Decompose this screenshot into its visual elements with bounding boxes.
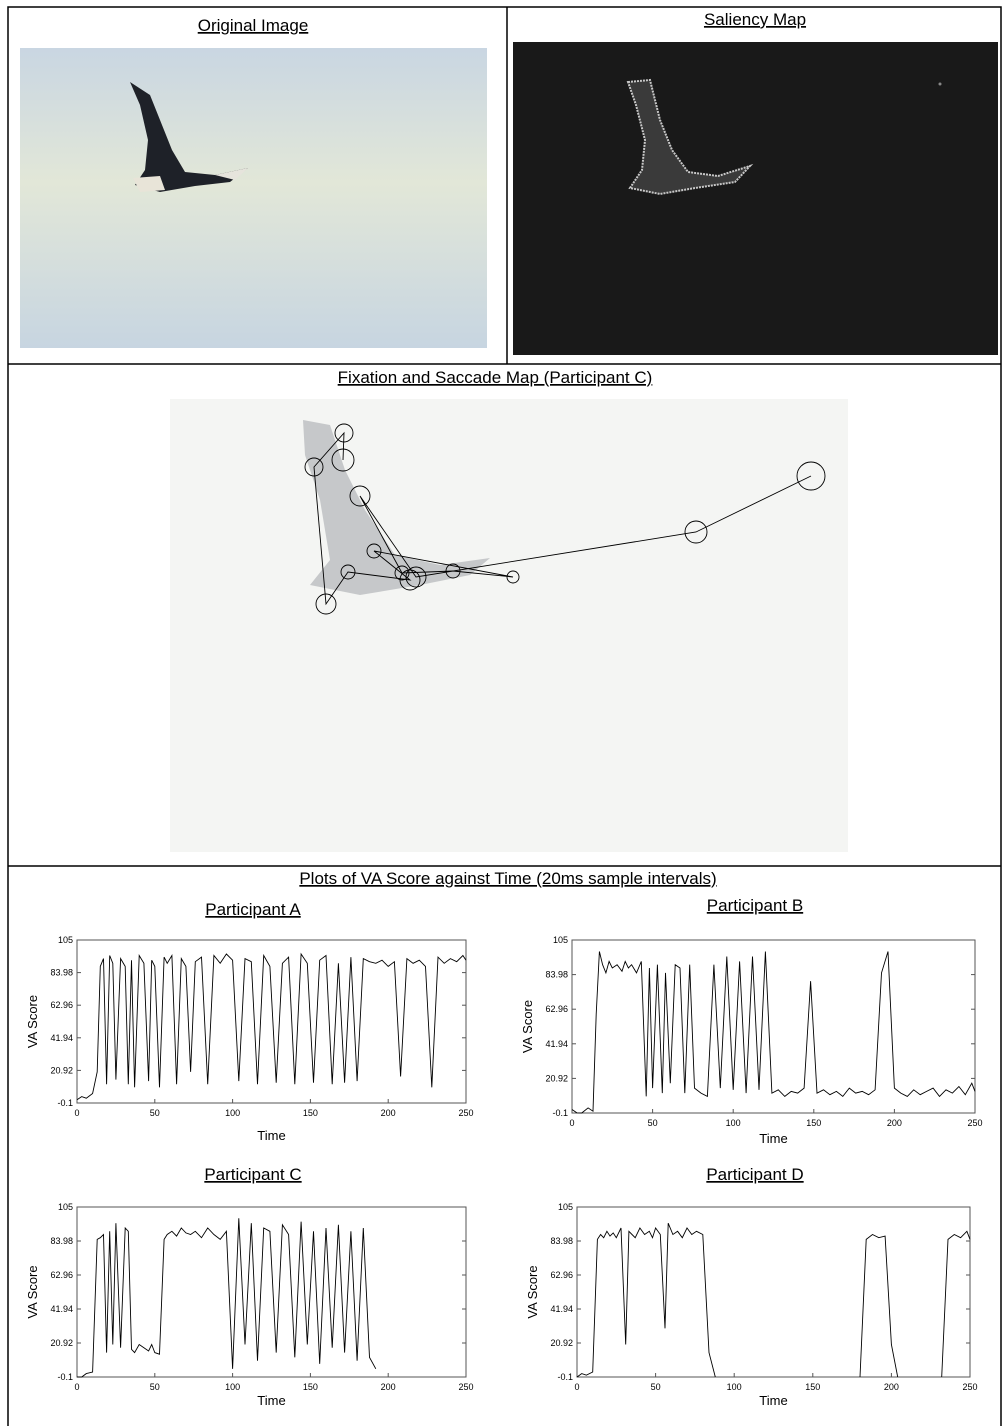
y-tick-label: 20.92 <box>50 1338 73 1348</box>
chart-title: Participant A <box>205 900 301 919</box>
data-line <box>77 954 466 1100</box>
data-line <box>577 1223 970 1377</box>
y-tick-label: 62.96 <box>545 1004 568 1014</box>
x-tick-label: 200 <box>381 1108 396 1118</box>
x-tick-label: 100 <box>225 1108 240 1118</box>
x-tick-label: 250 <box>458 1108 473 1118</box>
section-title: Saliency Map <box>704 10 806 29</box>
x-tick-label: 100 <box>225 1382 240 1392</box>
x-tick-label: 250 <box>967 1118 982 1128</box>
page: Original Image Saliency Map Fixation and… <box>0 0 1003 1426</box>
x-tick-label: 150 <box>303 1108 318 1118</box>
x-tick-label: 50 <box>648 1118 658 1128</box>
x-axis-label: Time <box>257 1128 285 1143</box>
y-tick-label: 83.98 <box>550 1236 573 1246</box>
y-tick-label: -0.1 <box>57 1372 73 1382</box>
y-tick-label: 105 <box>58 935 73 945</box>
x-tick-label: 150 <box>806 1118 821 1128</box>
x-tick-label: 150 <box>303 1382 318 1392</box>
chart-title: Participant D <box>706 1165 803 1184</box>
y-tick-label: 20.92 <box>50 1065 73 1075</box>
y-tick-label: 20.92 <box>550 1338 573 1348</box>
section-title: Original Image <box>198 16 309 35</box>
y-axis-label: VA Score <box>25 995 40 1048</box>
y-tick-label: 83.98 <box>50 968 73 978</box>
section-title: Plots of VA Score against Time (20ms sam… <box>299 869 716 888</box>
chart-title: Participant B <box>707 896 803 915</box>
x-tick-label: 50 <box>150 1108 160 1118</box>
y-axis-label: VA Score <box>25 1265 40 1318</box>
x-tick-label: 200 <box>884 1382 899 1392</box>
x-tick-label: 0 <box>574 1382 579 1392</box>
y-axis-label: VA Score <box>520 1000 535 1053</box>
y-tick-label: 83.98 <box>545 970 568 980</box>
x-tick-label: 250 <box>458 1382 473 1392</box>
x-tick-label: 50 <box>651 1382 661 1392</box>
x-tick-label: 250 <box>962 1382 977 1392</box>
y-tick-label: 41.94 <box>545 1039 568 1049</box>
y-axis-label: VA Score <box>525 1265 540 1318</box>
x-tick-label: 0 <box>569 1118 574 1128</box>
y-tick-label: 105 <box>58 1202 73 1212</box>
original-image <box>20 48 487 348</box>
x-tick-label: 150 <box>805 1382 820 1392</box>
x-tick-label: 0 <box>74 1108 79 1118</box>
y-tick-label: -0.1 <box>557 1372 573 1382</box>
y-tick-label: 62.96 <box>550 1270 573 1280</box>
plot-frame <box>577 1207 970 1377</box>
y-tick-label: 41.94 <box>550 1304 573 1314</box>
data-line <box>77 1218 376 1377</box>
y-tick-label: -0.1 <box>57 1098 73 1108</box>
x-axis-label: Time <box>759 1393 787 1408</box>
y-tick-label: 41.94 <box>50 1033 73 1043</box>
data-line <box>572 952 975 1114</box>
x-tick-label: 50 <box>150 1382 160 1392</box>
saliency-map <box>513 42 998 355</box>
y-tick-label: 62.96 <box>50 1000 73 1010</box>
section-title: Fixation and Saccade Map (Participant C) <box>338 368 653 387</box>
y-tick-label: -0.1 <box>552 1108 568 1118</box>
y-tick-label: 41.94 <box>50 1304 73 1314</box>
fixation-map <box>170 399 848 852</box>
x-tick-label: 100 <box>726 1118 741 1128</box>
x-axis-label: Time <box>257 1393 285 1408</box>
y-tick-label: 20.92 <box>545 1073 568 1083</box>
x-tick-label: 200 <box>887 1118 902 1128</box>
y-tick-label: 83.98 <box>50 1236 73 1246</box>
x-axis-label: Time <box>759 1131 787 1146</box>
y-tick-label: 105 <box>553 935 568 945</box>
y-tick-label: 105 <box>558 1202 573 1212</box>
chart-title: Participant C <box>204 1165 301 1184</box>
x-tick-label: 100 <box>727 1382 742 1392</box>
x-tick-label: 200 <box>381 1382 396 1392</box>
y-tick-label: 62.96 <box>50 1270 73 1280</box>
x-tick-label: 0 <box>74 1382 79 1392</box>
document: Original Image Saliency Map Fixation and… <box>0 0 1003 1426</box>
